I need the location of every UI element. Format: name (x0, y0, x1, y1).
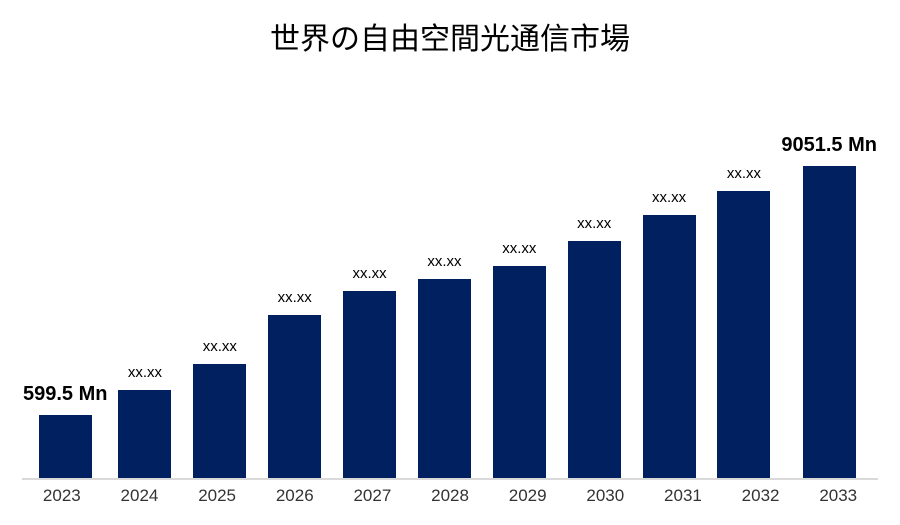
bar-column-2028: xx.xx (407, 253, 482, 478)
x-tick-2026: 2026 (275, 486, 314, 505)
bar-2026 (268, 315, 322, 478)
bar-2033 (802, 166, 856, 478)
value-label-2023: 599.5 Mn (23, 383, 108, 405)
bar-column-2024: xx.xx (107, 364, 182, 478)
bar-column-2031: xx.xx (632, 189, 707, 478)
value-label-2031: xx.xx (651, 189, 687, 206)
value-label-2026: xx.xx (277, 289, 312, 306)
x-tick-2024: 2024 (120, 486, 159, 505)
x-tick-2025: 2025 (198, 486, 237, 505)
chart-title: 世界の自由空間光通信市場 (270, 23, 630, 56)
bar-2024 (118, 390, 172, 478)
bar-column-2030: xx.xx (557, 215, 632, 478)
x-tick-2031: 2031 (664, 486, 702, 505)
x-tick-2029: 2029 (508, 486, 547, 505)
bar-2027 (343, 291, 397, 478)
x-tick-2023: 2023 (42, 486, 81, 505)
bar-column-2032: xx.xx (706, 165, 781, 478)
bar-2028 (417, 279, 471, 478)
x-axis-ticks: 2023 2024 2025 2026 2027 2028 2029 2030 2031 2032… (23, 486, 877, 506)
x-tick-2033: 2033 (819, 486, 858, 505)
x-tick-2032: 2032 (741, 486, 780, 505)
x-tick-2027: 2027 (353, 486, 392, 505)
value-label-2033: 9051.5 Mn (781, 134, 877, 156)
bar-2023 (38, 415, 92, 478)
value-label-2027: xx.xx (352, 265, 387, 282)
bar-2030 (567, 241, 621, 478)
bar-2031 (642, 215, 696, 478)
value-label-2024: xx.xx (127, 364, 162, 381)
bar-column-2029: xx.xx (482, 240, 557, 478)
plot-area: 599.5 Mn xx.xx xx.xx xx.xx xx.xx xx.xx xx.xx xx… (23, 134, 877, 478)
value-label-2029: xx.xx (502, 240, 537, 257)
bar-column-2033: 9051.5 Mn (781, 134, 877, 478)
x-tick-2030: 2030 (586, 486, 625, 505)
bar-column-2025: xx.xx (182, 338, 257, 478)
bar-2032 (717, 191, 771, 478)
x-tick-2028: 2028 (431, 486, 469, 505)
value-label-2030: xx.xx (577, 215, 612, 232)
bar-column-2026: xx.xx (257, 289, 332, 478)
value-label-2025: xx.xx (202, 338, 237, 355)
value-label-2032: xx.xx (726, 165, 761, 182)
bar-2025 (193, 364, 247, 478)
value-label-2028: xx.xx (427, 253, 462, 270)
bar-column-2023: 599.5 Mn (23, 383, 107, 478)
bar-column-2027: xx.xx (332, 265, 407, 478)
x-axis-line (22, 478, 878, 480)
bar-2029 (492, 266, 546, 478)
